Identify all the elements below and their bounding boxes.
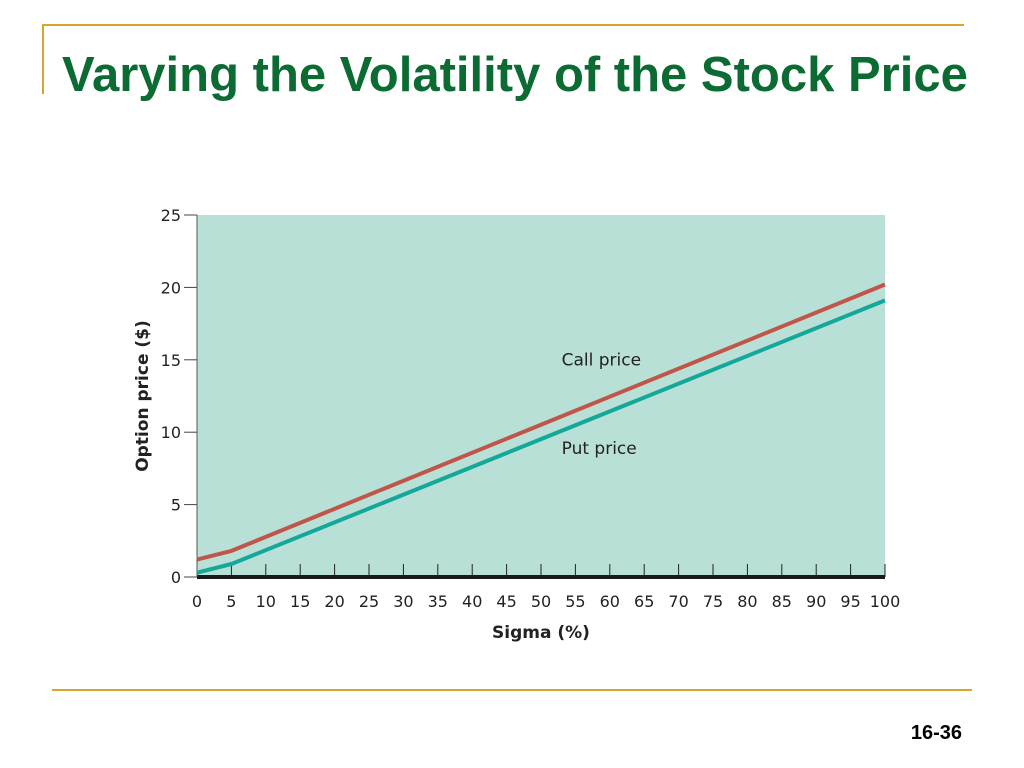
y-axis-ticks: 0 5 10 15 20 25 <box>161 206 197 587</box>
x-tick-label: 95 <box>840 592 860 611</box>
x-tick-label: 85 <box>772 592 792 611</box>
x-tick-label: 70 <box>668 592 688 611</box>
put-price-label: Put price <box>562 439 637 459</box>
y-tick-label: 25 <box>161 206 181 225</box>
y-axis-title: Option price ($) <box>133 320 153 472</box>
y-tick-label: 15 <box>161 351 181 370</box>
put-price-line <box>196 298 886 575</box>
x-tick-label: 45 <box>496 592 516 611</box>
x-tick-label: 90 <box>806 592 826 611</box>
top-rule <box>42 24 964 26</box>
x-tick-label: 40 <box>462 592 482 611</box>
x-tick-label: 100 <box>870 592 901 611</box>
x-tick-label: 50 <box>531 592 551 611</box>
call-price-line <box>196 282 886 562</box>
slide-number: 16-36 <box>910 722 962 744</box>
x-tick-label: 10 <box>256 592 276 611</box>
x-tick-label: 35 <box>428 592 448 611</box>
x-axis-ticks: 0 5 10 15 20 25 30 35 40 45 50 55 60 65 70 75 80 85 90 95 10… <box>192 564 900 611</box>
x-axis-title: Sigma (%) <box>492 623 590 643</box>
x-tick-label: 20 <box>324 592 344 611</box>
x-tick-label: 30 <box>393 592 413 611</box>
slide-title: Varying the Volatility of the Stock Pric… <box>62 48 968 102</box>
x-tick-label: 15 <box>290 592 310 611</box>
y-tick-label: 0 <box>171 568 181 587</box>
x-tick-label: 75 <box>703 592 723 611</box>
x-tick-label: 25 <box>359 592 379 611</box>
x-tick-label: 5 <box>226 592 236 611</box>
y-tick-label: 20 <box>161 278 181 297</box>
x-tick-label: 0 <box>192 592 202 611</box>
bottom-rule <box>52 689 972 691</box>
y-tick-label: 5 <box>171 496 181 515</box>
left-rule <box>42 24 44 94</box>
x-tick-label: 60 <box>600 592 620 611</box>
call-price-label: Call price <box>562 351 641 371</box>
volatility-chart: 0 5 10 15 20 25 30 35 40 45 50 55 60 65 70 75 80 85 90 95 10… <box>133 206 900 643</box>
y-tick-label: 10 <box>161 423 181 442</box>
series-layer <box>196 282 886 575</box>
x-tick-label: 65 <box>634 592 654 611</box>
x-tick-label: 55 <box>565 592 585 611</box>
x-tick-label: 80 <box>737 592 757 611</box>
